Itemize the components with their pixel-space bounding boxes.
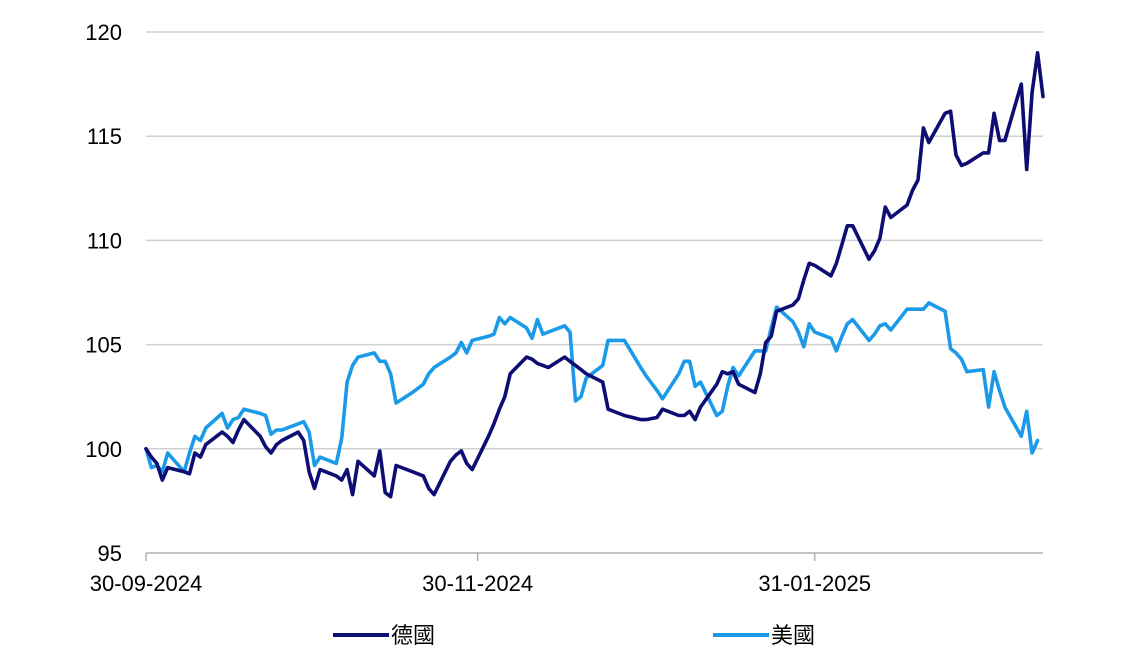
x-tick-label: 30-09-2024 — [90, 571, 203, 596]
y-tick-label: 95 — [98, 541, 122, 566]
x-tick-label: 31-01-2025 — [758, 571, 871, 596]
series-line-usa — [144, 301, 1040, 474]
series-lines — [144, 51, 1045, 499]
legend-item: 美國 — [713, 623, 815, 648]
legend: 德國 美國 — [333, 623, 815, 648]
y-tick-label: 115 — [87, 124, 122, 149]
x-axis: 30-09-2024 30-11-2024 31-01-2025 — [90, 552, 1043, 596]
series-line-germany — [144, 51, 1045, 499]
legend-label: 美國 — [771, 623, 815, 648]
y-tick-label: 120 — [85, 20, 122, 45]
legend-item: 德國 — [333, 623, 435, 648]
y-axis: 95 100 105 110 115 120 — [85, 20, 122, 566]
y-tick-label: 100 — [85, 437, 122, 462]
legend-label: 德國 — [391, 623, 435, 648]
x-tick-label: 30-11-2024 — [422, 571, 533, 596]
y-tick-label: 110 — [87, 228, 122, 253]
gridlines — [146, 31, 1043, 450]
y-tick-label: 105 — [85, 333, 122, 358]
